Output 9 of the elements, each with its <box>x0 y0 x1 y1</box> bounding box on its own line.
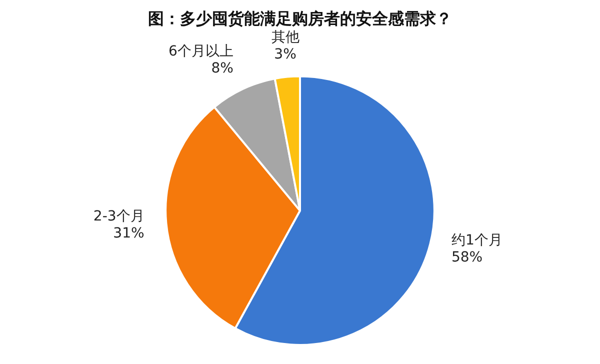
data-label: 8% <box>211 60 234 77</box>
data-label: 31% <box>113 225 144 242</box>
slice-label: 其他 <box>271 30 300 46</box>
slice-label: 6个月以上 <box>168 44 234 60</box>
slice-label: 约1个月 <box>451 232 502 249</box>
chart-title: 图：多少囤货能满足购房者的安全感需求？ <box>148 8 452 28</box>
data-label: 3% <box>274 46 296 63</box>
slice-label: 2-3个月 <box>93 208 144 224</box>
data-label: 58% <box>451 250 483 266</box>
